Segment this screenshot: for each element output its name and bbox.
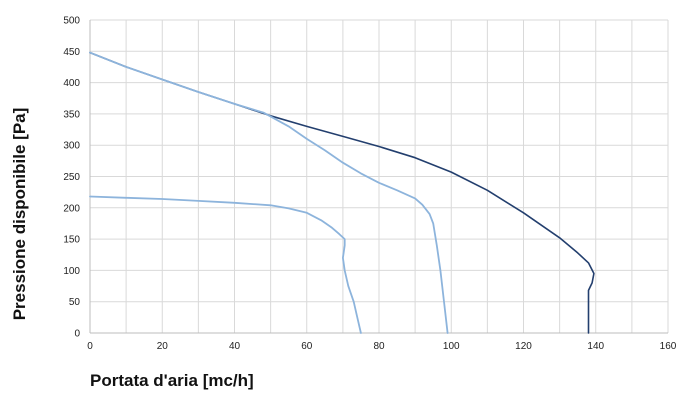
x-tick-label: 20	[157, 341, 169, 352]
y-tick-label: 500	[63, 16, 80, 27]
x-tick-label: 60	[301, 341, 313, 352]
series-line-1	[89, 51, 595, 334]
tick-labels: 0 50 100 150 200 250 300 350 400 450 500 0 20 40 60 80 1…	[63, 16, 676, 353]
y-tick-label: 350	[63, 109, 80, 120]
series-group	[89, 51, 595, 334]
y-tick-label: 200	[63, 203, 80, 214]
axes	[89, 20, 668, 334]
y-tick-label: 400	[63, 78, 80, 89]
y-tick-label: 50	[69, 297, 81, 308]
series-line-3	[89, 195, 362, 334]
y-axis-label: Pressione disponibile [Pa]	[10, 108, 29, 321]
y-tick-label: 150	[63, 235, 80, 246]
x-tick-label: 0	[87, 341, 93, 352]
y-tick-label: 250	[63, 172, 80, 183]
x-tick-label: 100	[443, 341, 460, 352]
y-tick-label: 300	[63, 141, 80, 152]
x-tick-label: 80	[373, 341, 385, 352]
x-axis-label: Portata d'aria [mc/h]	[90, 371, 254, 390]
series-line-2	[89, 51, 449, 334]
x-tick-label: 120	[515, 341, 532, 352]
grid	[90, 19, 669, 333]
x-tick-label: 140	[587, 341, 604, 352]
x-tick-label: 160	[660, 341, 677, 352]
y-tick-label: 100	[63, 266, 80, 277]
y-tick-label: 450	[63, 47, 80, 58]
x-tick-label: 40	[229, 341, 241, 352]
y-tick-label: 0	[74, 329, 80, 340]
